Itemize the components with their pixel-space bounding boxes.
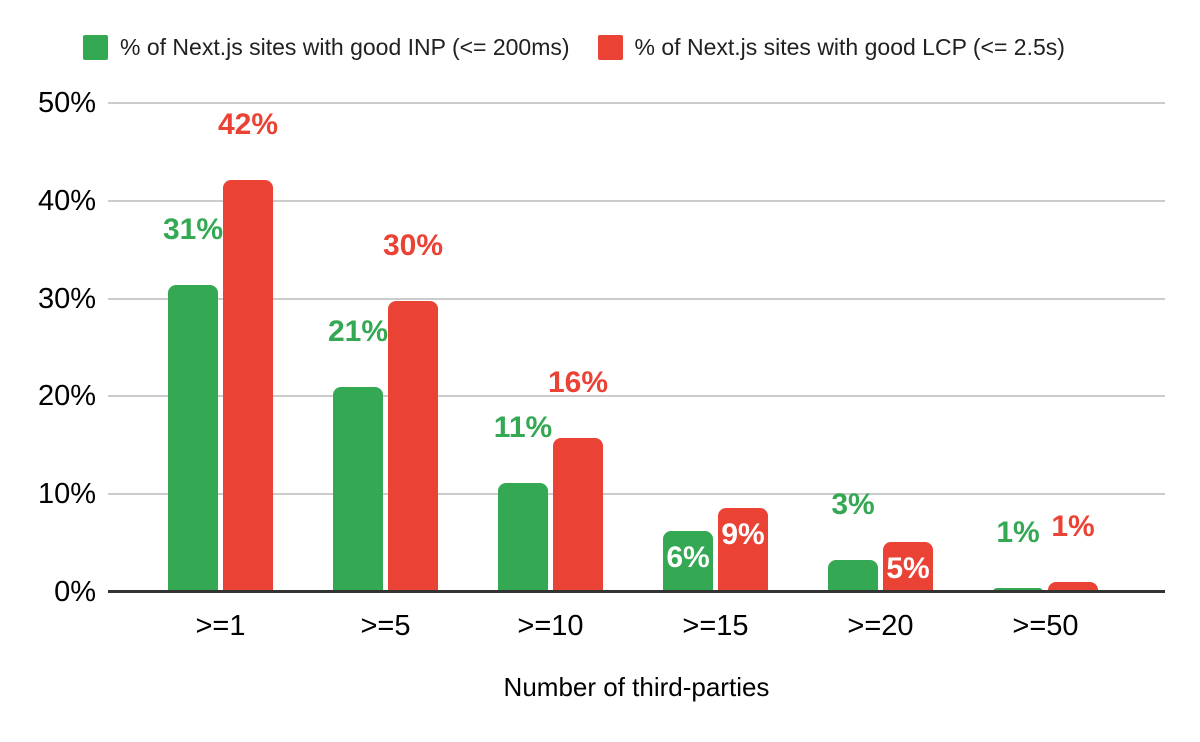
x-axis-tick-label: >=5 — [360, 610, 411, 642]
bar-lcp->=1 — [223, 180, 273, 592]
bar-lcp->=10 — [553, 438, 603, 592]
y-axis-tick-label: 50% — [37, 87, 96, 119]
y-axis-tick-label: 20% — [37, 380, 96, 413]
bar-inp->=15 — [663, 531, 713, 592]
bar-data-label: 1% — [996, 516, 1040, 550]
x-axis-tick-label: >=10 — [517, 610, 584, 642]
gridline — [108, 395, 1165, 398]
gridline — [108, 297, 1165, 300]
bar-data-label: 1% — [1051, 510, 1095, 544]
bar-data-label: 21% — [327, 314, 389, 348]
bar-inp->=10 — [498, 483, 548, 592]
legend-label-lcp: % of Next.js sites with good LCP (<= 2.5… — [634, 34, 1065, 60]
x-axis-tick-label: >=20 — [847, 610, 914, 642]
x-axis-title: Number of third-parties — [503, 672, 770, 702]
bar-data-label: 42% — [217, 108, 279, 142]
legend-label-inp: % of Next.js sites with good INP (<= 200… — [120, 34, 570, 60]
gridline — [108, 102, 1165, 104]
legend-item-inp: % of Next.js sites with good INP (<= 200… — [83, 34, 570, 61]
bar-data-label: 6% — [666, 541, 710, 575]
x-axis-tick-label: >=50 — [1012, 610, 1079, 642]
bar-lcp->=15 — [718, 507, 768, 592]
y-axis-tick-label: 0% — [54, 576, 96, 608]
bar-inp->=1 — [168, 284, 218, 592]
y-axis-tick-label: 10% — [37, 478, 96, 511]
bar-data-label: 5% — [886, 552, 930, 586]
x-axis-tick-label: >=1 — [195, 610, 246, 642]
bar-data-label: 3% — [831, 487, 875, 521]
bar-data-label: 9% — [721, 517, 765, 551]
x-axis-tick-label: >=15 — [682, 610, 749, 642]
y-axis-tick-label: 40% — [37, 184, 96, 217]
bar-lcp->=50 — [1048, 582, 1098, 592]
bar-data-label: 16% — [547, 366, 609, 400]
bar-data-label: 11% — [493, 411, 553, 445]
legend-item-lcp: % of Next.js sites with good LCP (<= 2.5… — [597, 34, 1065, 61]
bar-inp->=5 — [333, 386, 383, 592]
bar-data-label: 31% — [162, 212, 224, 246]
legend-swatch-lcp — [597, 35, 623, 60]
gridline — [108, 493, 1165, 496]
bar-inp->=20 — [828, 559, 878, 592]
y-axis-tick-label: 30% — [37, 282, 96, 315]
bar-data-label: 30% — [382, 228, 444, 262]
bar-lcp->=5 — [388, 300, 438, 592]
x-axis-line — [108, 590, 1165, 593]
bar-lcp->=20 — [883, 542, 933, 592]
legend: % of Next.js sites with good INP (<= 200… — [83, 34, 1065, 61]
plot-area: 31% 42% 21% 30% 11% 16% 6% 9% 3% 5% 1% 1% — [108, 102, 1165, 593]
gridline — [108, 199, 1165, 202]
legend-swatch-inp — [83, 35, 108, 60]
